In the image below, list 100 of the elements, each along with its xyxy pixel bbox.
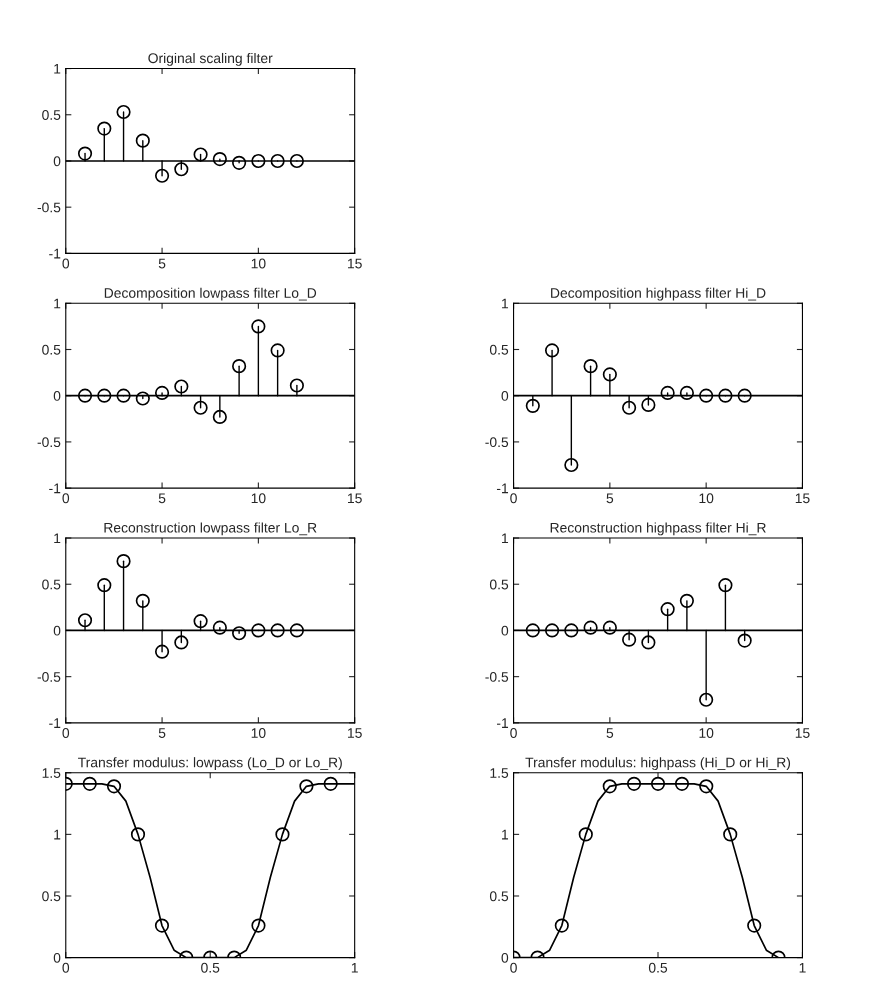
point [174, 162, 189, 177]
y-tick-label: 0.5 [489, 891, 509, 902]
point [564, 623, 579, 638]
point [212, 152, 227, 167]
point [135, 133, 150, 148]
chart-title: Reconstruction highpass filter Hi_R [550, 522, 766, 536]
y-tick-label: 1 [502, 829, 509, 840]
point [135, 391, 150, 406]
point [602, 779, 617, 794]
point [212, 409, 227, 425]
x-tick-label: 0 [62, 728, 70, 738]
y-tick-label: -1 [496, 483, 509, 494]
point [251, 153, 266, 169]
y-tick-label: 0 [53, 391, 61, 401]
y-tick-label: 1.5 [42, 768, 61, 778]
y-tick-label: 0 [53, 156, 61, 167]
chart-title: Decomposition highpass filter Hi_D [551, 287, 766, 301]
point [679, 593, 694, 608]
x-tick-label: 10 [251, 493, 266, 504]
x-tick-label: 15 [348, 493, 362, 504]
y-tick-label: 1 [502, 533, 509, 544]
y-tick-label: 0.5 [489, 579, 509, 590]
point [270, 153, 285, 169]
y-tick-label: 1 [54, 64, 61, 74]
y-tick-label: -1 [496, 718, 509, 728]
chart-title: Reconstruction lowpass filter Lo_R [104, 522, 317, 536]
point [674, 776, 690, 791]
point [232, 359, 247, 374]
y-tick-label: -1 [49, 483, 61, 494]
point [723, 827, 738, 842]
y-tick-label: 0.5 [42, 344, 61, 355]
point [289, 623, 304, 638]
point [626, 776, 642, 791]
point [251, 319, 266, 334]
y-tick-label: 0.5 [42, 110, 61, 120]
x-tick-label: 0 [510, 728, 517, 738]
x-tick-label: 5 [158, 493, 166, 504]
point [578, 827, 593, 842]
point [323, 776, 338, 791]
x-tick-label: 0 [510, 493, 517, 504]
point [232, 626, 247, 641]
y-tick-label: 1.5 [490, 768, 509, 778]
point [737, 633, 752, 648]
point [97, 388, 112, 403]
point [602, 620, 617, 635]
point [77, 613, 93, 628]
y-tick-label: 1 [54, 298, 61, 309]
point [77, 388, 93, 403]
x-tick-label: 5 [158, 728, 166, 738]
chart-title: Transfer modulus: lowpass (Lo_D or Lo_R) [78, 757, 342, 771]
y-tick-label: -1 [49, 718, 61, 728]
point [270, 343, 285, 358]
y-tick-label: 1 [502, 298, 509, 309]
y-tick-label: 1 [54, 533, 61, 544]
x-tick-label: 0 [62, 962, 70, 973]
point [251, 623, 266, 638]
point [699, 388, 714, 403]
point [660, 385, 675, 401]
y-tick-label: 0.5 [489, 344, 509, 355]
point [116, 554, 131, 569]
point [232, 155, 247, 170]
y-tick-label: -0.5 [37, 671, 61, 682]
point [718, 578, 733, 593]
point [583, 359, 598, 374]
x-tick-label: 15 [795, 728, 810, 738]
x-tick-label: 15 [348, 258, 362, 269]
point [525, 398, 540, 413]
point [212, 620, 227, 635]
x-tick-label: 0 [510, 962, 517, 973]
point [289, 378, 304, 393]
y-tick-label: 0 [501, 391, 509, 401]
y-tick-label: 0 [53, 625, 61, 636]
point [699, 779, 714, 794]
point [174, 379, 189, 394]
x-tick-label: 0.5 [201, 962, 220, 973]
x-tick-label: 15 [348, 728, 362, 738]
point [299, 779, 314, 794]
point [154, 385, 170, 401]
point [622, 400, 637, 415]
x-tick-label: 0 [62, 493, 70, 504]
point [544, 623, 560, 638]
y-tick-label: 0 [501, 625, 509, 636]
point [641, 635, 656, 650]
point [699, 692, 714, 707]
point [82, 776, 97, 791]
point [544, 343, 560, 358]
point [106, 779, 122, 794]
y-tick-label: 0 [53, 952, 61, 963]
chart-title: Original scaling filter [148, 52, 273, 66]
x-tick-label: 10 [699, 728, 714, 738]
point [679, 385, 694, 401]
x-tick-label: 0 [62, 258, 70, 269]
x-tick-label: 1 [799, 962, 806, 973]
point [718, 388, 733, 403]
y-tick-label: 1 [54, 829, 61, 840]
point [622, 632, 637, 647]
x-tick-label: 1 [351, 962, 358, 973]
point [270, 623, 285, 638]
x-tick-label: 5 [606, 728, 614, 738]
point [135, 593, 150, 608]
